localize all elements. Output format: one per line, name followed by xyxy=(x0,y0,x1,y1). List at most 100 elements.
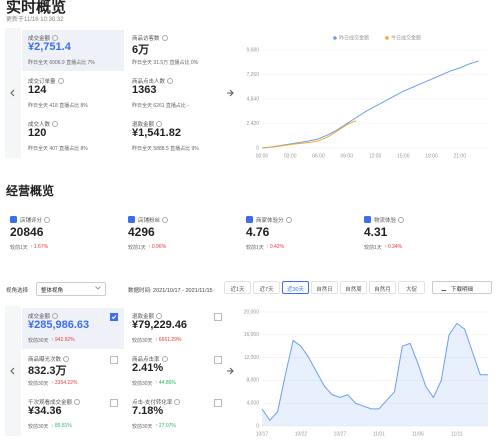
help-icon xyxy=(156,313,162,319)
series-line xyxy=(261,60,479,149)
download-button[interactable]: 下载明细 xyxy=(432,281,492,294)
range-tab[interactable]: 自然周 xyxy=(340,281,367,294)
x-tick-label: 09:00 xyxy=(340,153,353,159)
y-tick-label: 9,680 xyxy=(246,47,259,53)
date-range: 数据时间: 2021/10/17 - 2021/11/15 xyxy=(128,288,213,294)
kpi-value: 4296 xyxy=(128,225,155,239)
x-tick-label: 10/22 xyxy=(295,431,308,437)
series-line xyxy=(261,120,357,149)
x-tick-label: 15:00 xyxy=(397,153,410,159)
change-value: ↑ 942.92% xyxy=(51,337,75,343)
chevron-icon xyxy=(95,286,101,290)
legend-label: 今日成交金额 xyxy=(391,34,421,41)
metric-note: 昨日全天 5888.5 直播占比 9% xyxy=(132,146,199,152)
range-tab[interactable]: 大促 xyxy=(398,281,425,294)
change-value: ↑ 1.67% xyxy=(30,244,49,250)
change-label: 较前30天 xyxy=(28,338,49,344)
help-icon xyxy=(74,399,80,405)
metric-card: 点击-支付转化率 7.18% 较前30天 ↑ 27.07% xyxy=(126,394,228,435)
help-icon xyxy=(398,217,404,223)
tab-text: 自然周 xyxy=(345,287,362,293)
checkbox[interactable] xyxy=(214,399,222,407)
metric-value: ¥79,229.46 xyxy=(132,319,188,331)
download-icon xyxy=(441,285,446,291)
metric-label: 点击-支付转化率 xyxy=(132,400,173,406)
metric-label: 成交订单量 xyxy=(28,79,56,85)
metric-label: 成交人数 xyxy=(28,122,51,128)
metric-value: 6万 xyxy=(132,44,150,56)
metric-value: 832.3万 xyxy=(28,365,67,377)
view-select[interactable]: 整体视角 xyxy=(36,282,106,296)
checkbox[interactable] xyxy=(110,313,118,321)
area-line xyxy=(261,322,488,422)
metric-value: 124 xyxy=(28,84,47,96)
tab-text: 近1天 xyxy=(230,287,245,293)
checkbox[interactable] xyxy=(214,313,222,321)
change-label: 较前30天 xyxy=(132,381,153,387)
range-tab[interactable]: 自然月 xyxy=(369,281,396,294)
kpi-icon xyxy=(246,216,253,223)
y-tick-label: 2,420 xyxy=(246,121,259,127)
tab-text: 近7天 xyxy=(259,287,274,293)
range-tab[interactable]: 自然日 xyxy=(311,281,338,294)
help-icon xyxy=(58,78,64,84)
change-value: ↑ 6661.29% xyxy=(155,337,182,343)
metric-value: ¥2,751.4 xyxy=(28,41,71,53)
arrow xyxy=(10,367,15,375)
change-value: ↑ 0.96% xyxy=(148,244,167,250)
kpi-value: 20846 xyxy=(10,225,44,239)
help-icon xyxy=(174,399,180,405)
arrow-icon xyxy=(10,89,15,97)
checkbox[interactable] xyxy=(110,356,118,364)
help-icon xyxy=(44,217,50,223)
tab-text: 大促 xyxy=(405,287,417,293)
check-mark xyxy=(111,315,117,320)
metric-card: 退款金额 ¥79,229.46 较前30天 ↑ 6661.29% xyxy=(126,308,228,349)
metric-value: ¥285,986.63 xyxy=(28,319,90,331)
change-value: ↑ 0.42% xyxy=(266,244,285,250)
y-tick-label: 20,000 xyxy=(244,309,260,315)
help-icon xyxy=(286,217,292,223)
help-icon xyxy=(52,313,58,319)
metric-label: 商品访客数 xyxy=(132,36,160,42)
help-icon xyxy=(63,356,69,362)
filter-label: 视角选择 xyxy=(6,288,29,294)
panel-arrow-strip xyxy=(5,306,21,436)
change-value: ↓ 89.81% xyxy=(51,423,72,429)
metric-card: 成交金额 ¥2,751.4 昨日全天 6006.9 直播占比 7% xyxy=(22,30,124,71)
arrow-head xyxy=(229,89,234,97)
change-label: 较前30天 xyxy=(132,424,153,430)
x-tick-label: 11/11 xyxy=(451,431,463,437)
kpi-label: 商家体验分 xyxy=(256,218,284,224)
tab-text: 自然月 xyxy=(374,287,391,293)
x-tick-label: 21:00 xyxy=(453,153,466,159)
arrow-icon xyxy=(227,367,234,375)
legend-dot xyxy=(385,36,389,40)
change-label: 较前1天 xyxy=(364,245,382,251)
checkbox[interactable] xyxy=(110,399,118,407)
change-label: 较前1天 xyxy=(128,245,146,251)
metric-label: 退款金额 xyxy=(132,122,155,128)
change-label: 较前30天 xyxy=(28,424,49,430)
check xyxy=(111,315,117,320)
range-tab[interactable]: 近30天 xyxy=(282,281,309,294)
checkbox[interactable] xyxy=(214,356,222,364)
panel-arrow-strip xyxy=(5,28,21,158)
y-tick-label: 0 xyxy=(256,145,259,151)
x-tick-label: 03:00 xyxy=(284,153,297,159)
change-label: 较前30天 xyxy=(132,338,153,344)
range-tab[interactable]: 近7天 xyxy=(253,281,280,294)
metric-label: 商品点击人数 xyxy=(132,79,166,85)
y-tick-label: 8,000 xyxy=(246,378,259,384)
y-tick-label: 4,000 xyxy=(246,401,259,407)
metric-card: 成交金额 ¥285,986.63 较前30天 ↑ 942.92% xyxy=(22,308,124,349)
metric-card: 退款金额 ¥1,541.82 昨日全天 5888.5 直播占比 9% xyxy=(126,116,228,157)
x-tick-label: 12:00 xyxy=(369,153,382,159)
legend-label: 昨日成交金额 xyxy=(339,34,369,41)
download-text: 下载明细 xyxy=(451,287,474,293)
metric-card: 成交人数 120 昨日全天 407 直播占比 8% xyxy=(22,116,124,157)
range-tab[interactable]: 近1天 xyxy=(224,281,251,294)
arrow-icon xyxy=(227,89,234,97)
change-label: 较前1天 xyxy=(10,245,28,251)
select-text: 整体视角 xyxy=(41,288,64,294)
